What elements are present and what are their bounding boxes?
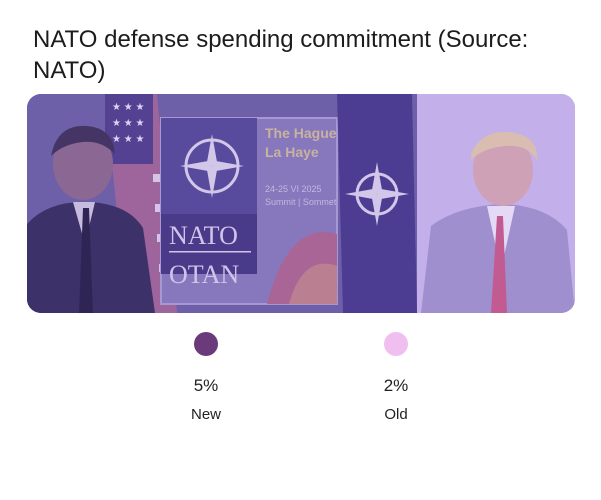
- sign-line1: The Hague: [265, 125, 337, 141]
- legend-label-old: Old: [384, 406, 408, 423]
- svg-text:★ ★ ★: ★ ★ ★: [112, 118, 144, 129]
- summit-photo-illustration: ★ ★ ★ ★ ★ ★ ★ ★ ★ The Hague La Haye 24-2…: [27, 94, 575, 313]
- legend-dot-old: [384, 332, 408, 356]
- svg-text:★ ★ ★: ★ ★ ★: [112, 134, 144, 145]
- header-photo: ★ ★ ★ ★ ★ ★ ★ ★ ★ The Hague La Haye 24-2…: [27, 94, 575, 313]
- nato-flag-icon: [337, 94, 417, 313]
- legend-item-new: 5% New: [146, 330, 266, 423]
- sign-dates: 24-25 VI 2025: [265, 184, 322, 194]
- left-person-silhouette: [27, 125, 155, 313]
- legend-value-old: 2%: [383, 376, 409, 395]
- legend-label-new: New: [190, 406, 221, 423]
- chart-title: NATO defense spending commitment (Source…: [33, 26, 529, 84]
- chart-legend: 5% New 2% Old: [0, 330, 601, 440]
- logo-bottom: OTAN: [169, 260, 239, 289]
- svg-text:★ ★ ★: ★ ★ ★: [112, 102, 144, 113]
- legend-value-new: 5%: [193, 376, 219, 395]
- sign-summit: Summit | Sommet: [265, 197, 337, 207]
- summit-sign: The Hague La Haye 24-25 VI 2025 Summit |…: [160, 117, 338, 305]
- sign-line2: La Haye: [265, 144, 319, 160]
- legend-dot-new: [194, 332, 218, 356]
- logo-top: NATO: [169, 221, 238, 250]
- right-person-silhouette: [421, 131, 575, 313]
- legend-item-old: 2% Old: [336, 330, 456, 423]
